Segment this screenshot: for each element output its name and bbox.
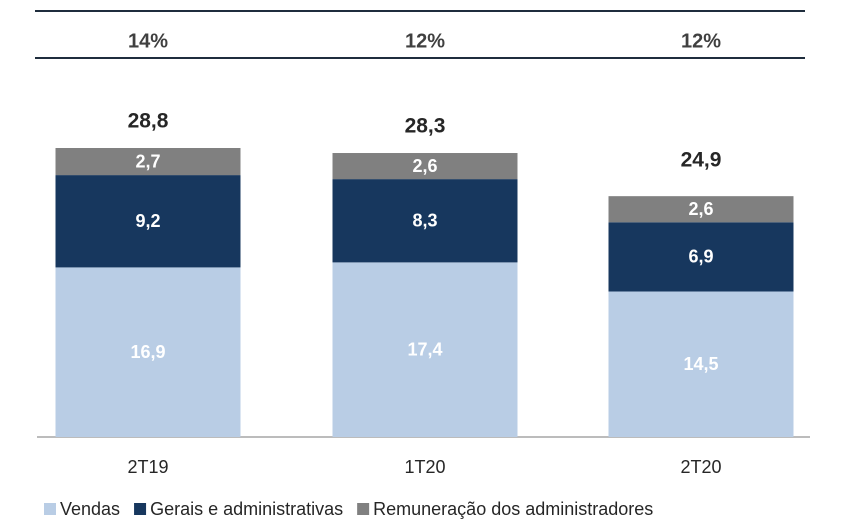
bar-segment bbox=[332, 153, 518, 180]
value-label: 9,2 bbox=[135, 211, 160, 231]
value-label: 16,9 bbox=[130, 342, 165, 362]
ratio-label: 14% bbox=[128, 30, 168, 52]
value-label: 17,4 bbox=[407, 339, 442, 359]
legend-swatch bbox=[44, 503, 56, 515]
value-label: 8,3 bbox=[412, 211, 437, 231]
legend-label: Remuneração dos administradores bbox=[373, 499, 653, 519]
legend-label: Vendas bbox=[60, 499, 120, 519]
legend-label: Gerais e administrativas bbox=[150, 499, 343, 519]
legend-swatch bbox=[134, 503, 147, 515]
x-tick-label: 2T20 bbox=[680, 457, 721, 477]
bar-segment bbox=[55, 148, 241, 176]
ratio-label: 12% bbox=[405, 30, 445, 52]
x-tick-label: 2T19 bbox=[127, 457, 168, 477]
value-label: 6,9 bbox=[688, 247, 713, 267]
bar-segment bbox=[332, 262, 518, 437]
value-label: 2,6 bbox=[412, 156, 437, 176]
value-label: 14,5 bbox=[683, 354, 718, 374]
bar-segment bbox=[55, 175, 241, 268]
legend-swatch bbox=[357, 503, 370, 515]
bar-segment bbox=[608, 291, 794, 437]
ratio-label: 12% bbox=[681, 30, 721, 52]
total-label: 28,8 bbox=[128, 110, 169, 133]
total-label: 28,3 bbox=[405, 115, 446, 138]
bar-segment bbox=[608, 222, 794, 292]
bar-segment bbox=[332, 179, 518, 263]
x-tick-label: 1T20 bbox=[404, 457, 445, 477]
total-label: 24,9 bbox=[681, 149, 722, 172]
bar-segment bbox=[608, 196, 794, 223]
value-label: 2,6 bbox=[688, 199, 713, 219]
value-label: 2,7 bbox=[135, 151, 160, 171]
bar-segment bbox=[55, 267, 241, 437]
